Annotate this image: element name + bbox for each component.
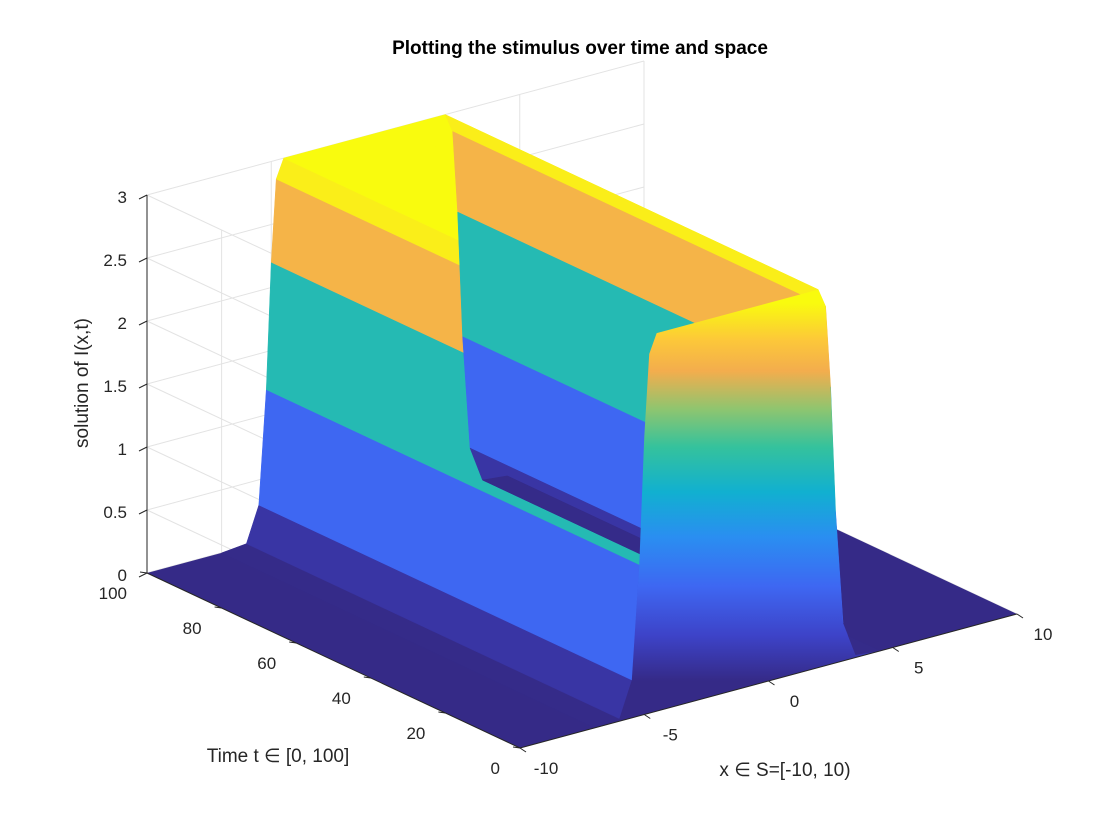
y-tick-label: 80: [183, 619, 202, 638]
y-tick: [139, 571, 148, 574]
y-tick: [363, 676, 371, 679]
x-axis-label: x ∈ S=[-10, 10): [719, 760, 850, 781]
y-tick: [512, 746, 521, 749]
y-tick: [438, 711, 446, 714]
z-tick: [138, 320, 148, 326]
x-tick-label: -10: [534, 759, 559, 778]
z-tick: [138, 446, 148, 452]
x-tick-label: 5: [914, 659, 923, 678]
z-tick-label: 0: [118, 566, 127, 585]
z-tick-label: 0.5: [103, 503, 127, 522]
y-axis-label: Time t ∈ [0, 100]: [207, 746, 350, 767]
surface-plot: [147, 114, 1017, 748]
x-tick: [1016, 613, 1024, 619]
x-tick: [519, 747, 527, 753]
x-tick-label: -5: [663, 726, 678, 745]
y-tick: [289, 641, 297, 644]
y-tick-label: 40: [332, 689, 351, 708]
y-axis-line: [146, 572, 521, 749]
x-tick: [768, 680, 775, 686]
y-tick: [214, 606, 222, 609]
surface-front-face: [520, 289, 1017, 748]
z-tick-label: 2: [118, 314, 127, 333]
z-tick: [138, 509, 148, 515]
z-tick-label: 1.5: [103, 377, 127, 396]
y-tick-label: 60: [257, 654, 276, 673]
y-tick-label: 20: [406, 724, 425, 743]
z-tick: [138, 257, 148, 263]
z-tick-label: 3: [118, 188, 127, 207]
z-tick: [138, 383, 148, 389]
z-tick-label: 2.5: [103, 251, 127, 270]
x-tick: [643, 714, 651, 719]
x-tick: [892, 647, 900, 652]
x-tick-label: 0: [790, 692, 799, 711]
chart-title: Plotting the stimulus over time and spac…: [392, 38, 768, 59]
y-tick-label: 100: [99, 584, 127, 603]
z-tick: [138, 572, 148, 578]
z-tick-label: 1: [118, 440, 127, 459]
z-tick: [138, 194, 148, 200]
y-tick-label: 0: [491, 759, 500, 778]
z-axis-label: solution of I(x,t): [72, 318, 93, 448]
x-tick-label: 10: [1034, 625, 1053, 644]
